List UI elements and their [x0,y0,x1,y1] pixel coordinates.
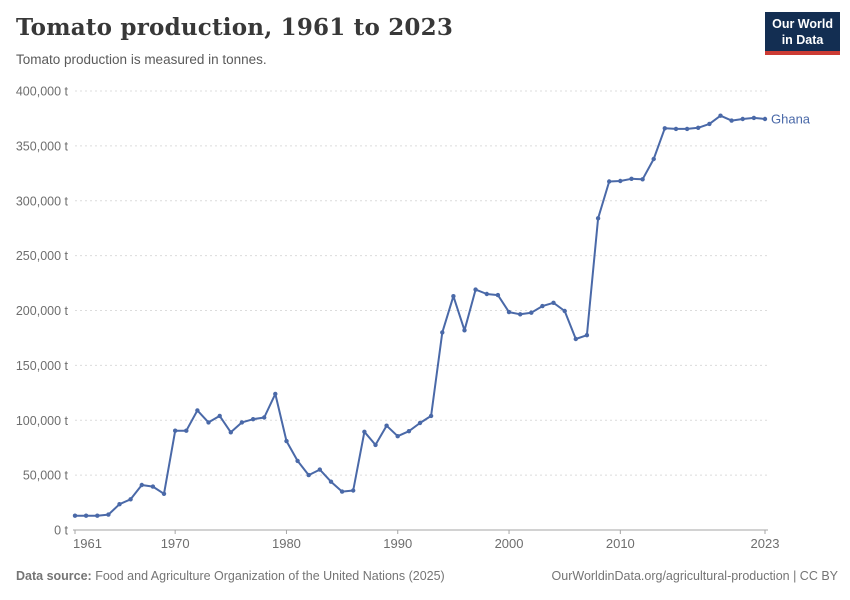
data-point[interactable] [328,479,334,484]
data-point[interactable] [629,176,634,181]
data-point[interactable] [95,513,100,518]
y-axis-label: 200,000 t [16,304,69,318]
data-point[interactable] [406,429,412,434]
data-point[interactable] [195,408,200,413]
data-point[interactable] [150,484,156,489]
y-axis-label: 250,000 t [16,249,69,263]
data-point[interactable] [462,328,467,333]
data-point[interactable] [239,420,245,425]
data-point[interactable] [284,438,289,444]
data-point[interactable] [161,491,167,496]
x-axis-label: 1980 [272,536,301,551]
series-line[interactable] [74,114,766,517]
owid-logo[interactable]: Our World in Data [765,12,840,56]
data-point[interactable] [584,333,590,338]
data-point[interactable] [451,294,456,299]
data-point[interactable] [217,413,222,419]
data-point[interactable] [551,300,556,305]
data-source: Data source: Food and Agriculture Organi… [16,569,445,583]
data-point[interactable] [351,488,356,493]
data-point[interactable] [295,458,300,464]
chart-subtitle: Tomato production is measured in tonnes. [16,52,267,67]
data-point[interactable] [362,429,367,434]
owid-logo-line1: Our World [772,17,833,31]
data-point[interactable] [106,512,111,517]
chart-footer: Data source: Food and Agriculture Organi… [16,569,838,583]
data-point[interactable] [139,482,144,488]
data-point[interactable] [651,156,656,162]
y-axis-label: 150,000 t [16,359,69,373]
data-point[interactable] [417,420,423,426]
data-point[interactable] [484,291,489,297]
data-point[interactable] [595,216,601,221]
data-point[interactable] [662,126,667,131]
y-axis-label: 50,000 t [23,469,69,483]
y-axis-label: 100,000 t [16,414,69,428]
series-label[interactable]: Ghana [771,111,811,126]
data-point[interactable] [339,489,345,494]
data-point[interactable] [562,308,567,314]
data-point[interactable] [373,442,378,448]
x-axis-label: 2000 [495,536,524,551]
data-point[interactable] [473,287,478,292]
data-point[interactable] [740,116,745,122]
data-point[interactable] [673,126,679,132]
data-point[interactable] [206,420,211,425]
data-point[interactable] [751,115,757,121]
x-axis-label: 2023 [751,536,780,551]
data-source-label: Data source: [16,569,92,583]
data-point[interactable] [518,312,523,317]
x-axis-label: 1990 [383,536,412,551]
data-point[interactable] [607,179,612,184]
data-point[interactable] [428,413,434,419]
y-axis-label: 0 t [54,524,68,538]
data-point[interactable] [640,177,645,182]
data-point[interactable] [495,292,501,298]
data-point[interactable] [117,502,122,507]
y-axis-label: 300,000 t [16,194,69,208]
data-point[interactable] [306,472,311,478]
data-point[interactable] [83,513,89,518]
data-point[interactable] [262,415,267,420]
data-point[interactable] [762,116,768,122]
data-point[interactable] [718,113,723,118]
license-credit[interactable]: OurWorldinData.org/agricultural-producti… [551,569,838,583]
data-point[interactable] [128,497,133,502]
x-axis-label: 1961 [73,536,102,551]
data-point[interactable] [384,423,389,428]
y-axis-label: 400,000 t [16,85,69,99]
data-point[interactable] [173,428,178,433]
data-point[interactable] [540,303,545,309]
data-point[interactable] [184,428,189,433]
data-point[interactable] [72,513,78,518]
data-point[interactable] [506,309,512,315]
data-point[interactable] [395,434,400,439]
data-point[interactable] [573,336,578,342]
data-point[interactable] [529,310,534,315]
data-point[interactable] [250,417,256,422]
data-point[interactable] [618,178,623,184]
page-title: Tomato production, 1961 to 2023 [16,14,454,41]
y-axis-label: 350,000 t [16,139,69,153]
x-axis-label: 1970 [161,536,190,551]
data-point[interactable] [440,330,445,335]
owid-logo-line2: in Data [781,32,824,47]
data-point[interactable] [273,391,278,397]
data-point[interactable] [696,125,701,130]
data-point[interactable] [729,118,734,123]
data-source-text: Food and Agriculture Organization of the… [91,569,445,583]
data-point[interactable] [317,467,322,472]
data-point[interactable] [684,126,690,132]
data-point[interactable] [228,430,233,435]
x-axis-label: 2010 [606,536,635,551]
data-point[interactable] [707,121,712,127]
